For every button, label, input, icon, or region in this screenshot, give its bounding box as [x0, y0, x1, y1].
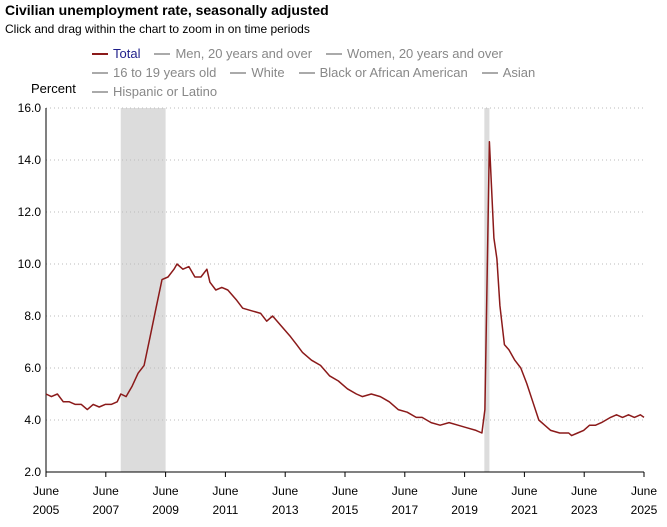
legend-label: Men, 20 years and over — [175, 46, 313, 61]
x-tick-label-year: 2013 — [272, 503, 299, 517]
series-line-total[interactable] — [45, 141, 645, 437]
legend-label: Asian — [502, 65, 536, 80]
x-tick-label-month: June — [571, 484, 597, 498]
x-tick-label-year: 2025 — [631, 503, 658, 517]
legend-item-women-20-years-and-over[interactable]: Women, 20 years and over — [326, 46, 503, 62]
legend-item-asian[interactable]: Asian — [481, 65, 536, 81]
y-tick-label: 4.0 — [24, 413, 41, 427]
x-tick-label-month: June — [272, 484, 298, 498]
x-tick-label-year: 2007 — [92, 503, 119, 517]
legend-item-total[interactable]: Total — [92, 46, 140, 62]
legend-item-white[interactable]: White — [230, 65, 285, 81]
legend-label: 16 to 19 years old — [113, 65, 217, 80]
recession-band — [120, 108, 166, 472]
chart-title: Civilian unemployment rate, seasonally a… — [5, 2, 329, 18]
x-tick-label-year: 2019 — [451, 503, 478, 517]
x-tick-label-month: June — [33, 484, 59, 498]
y-tick-label: 6.0 — [24, 361, 41, 375]
legend-item-men-20-years-and-over[interactable]: Men, 20 years and over — [154, 46, 312, 62]
x-tick-label-month: June — [452, 484, 478, 498]
legend-item-hispanic-or-latino[interactable]: Hispanic or Latino — [92, 84, 217, 100]
x-tick-label-year: 2015 — [332, 503, 359, 517]
legend-swatch — [92, 53, 108, 55]
legend-item-16-to-19-years-old[interactable]: 16 to 19 years old — [92, 65, 216, 81]
y-tick-label: 16.0 — [18, 101, 42, 115]
y-tick-label: 2.0 — [24, 465, 41, 479]
legend-swatch — [230, 72, 247, 74]
legend: Total Men, 20 years and over Women, 20 yea… — [92, 43, 612, 100]
chart-subtitle: Click and drag within the chart to zoom … — [5, 22, 310, 36]
x-tick-label-year: 2009 — [152, 503, 179, 517]
legend-label: Hispanic or Latino — [113, 84, 218, 99]
y-tick-label: 10.0 — [18, 257, 42, 271]
legend-swatch — [326, 53, 343, 55]
y-tick-label: 14.0 — [18, 153, 42, 167]
x-tick-label-year: 2023 — [571, 503, 598, 517]
legend-swatch — [298, 72, 315, 74]
y-axis-label: Percent — [31, 81, 76, 96]
x-tick-label-month: June — [212, 484, 238, 498]
y-tick-label: 8.0 — [24, 309, 41, 323]
y-tick-label: 12.0 — [18, 205, 42, 219]
legend-swatch — [92, 91, 108, 93]
x-tick-label-month: June — [153, 484, 179, 498]
x-tick-label-month: June — [392, 484, 418, 498]
legend-swatch — [92, 72, 108, 74]
x-tick-label-month: June — [332, 484, 358, 498]
legend-label: Women, 20 years and over — [347, 46, 503, 61]
x-tick-label-year: 2011 — [212, 503, 238, 517]
x-tick-label-year: 2017 — [391, 503, 418, 517]
legend-label: Total — [113, 46, 141, 61]
x-tick-label-month: June — [93, 484, 119, 498]
legend-label: Black or African American — [319, 65, 468, 80]
x-tick-label-year: 2005 — [33, 503, 60, 517]
x-tick-label-month: June — [631, 484, 657, 498]
legend-swatch — [481, 72, 498, 74]
legend-item-black-or-african-american[interactable]: Black or African American — [298, 65, 468, 81]
legend-swatch — [154, 53, 171, 55]
legend-label: White — [251, 65, 285, 80]
x-tick-label-year: 2021 — [511, 503, 538, 517]
x-tick-label-month: June — [511, 484, 537, 498]
